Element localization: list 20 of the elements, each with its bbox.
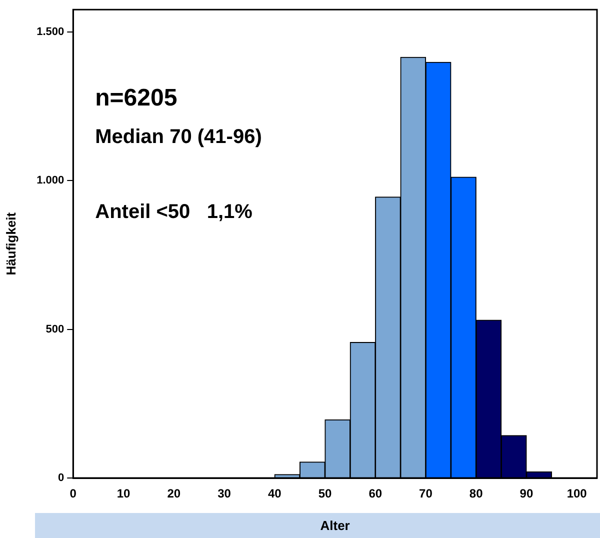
x-tick-label: 70 [419,486,433,501]
y-axis-title: Häufigkeit [3,212,18,276]
x-tick-label: 40 [268,486,282,501]
x-tick-label: 60 [368,486,382,501]
x-tick-label: 100 [566,486,588,501]
x-tick-label: 10 [116,486,130,501]
y-tick-label: 1.500 [36,26,64,38]
x-tick-label: 50 [318,486,332,501]
x-tick-label: 30 [218,486,232,501]
y-tick-label: 500 [46,323,64,336]
annotation: Anteil <50 1,1% [95,201,253,224]
annotation: n=6205 [95,84,178,112]
x-axis-title: Alter [320,518,350,533]
x-tick-label: 80 [469,486,484,501]
x-tick-label: 20 [167,486,181,501]
x-tick-label: 0 [70,486,77,501]
x-tick-label: 90 [520,486,534,501]
annotation: Median 70 (41-96) [95,126,262,148]
y-tick-label: 0 [58,472,64,484]
y-tick-label: 1.000 [36,174,64,187]
